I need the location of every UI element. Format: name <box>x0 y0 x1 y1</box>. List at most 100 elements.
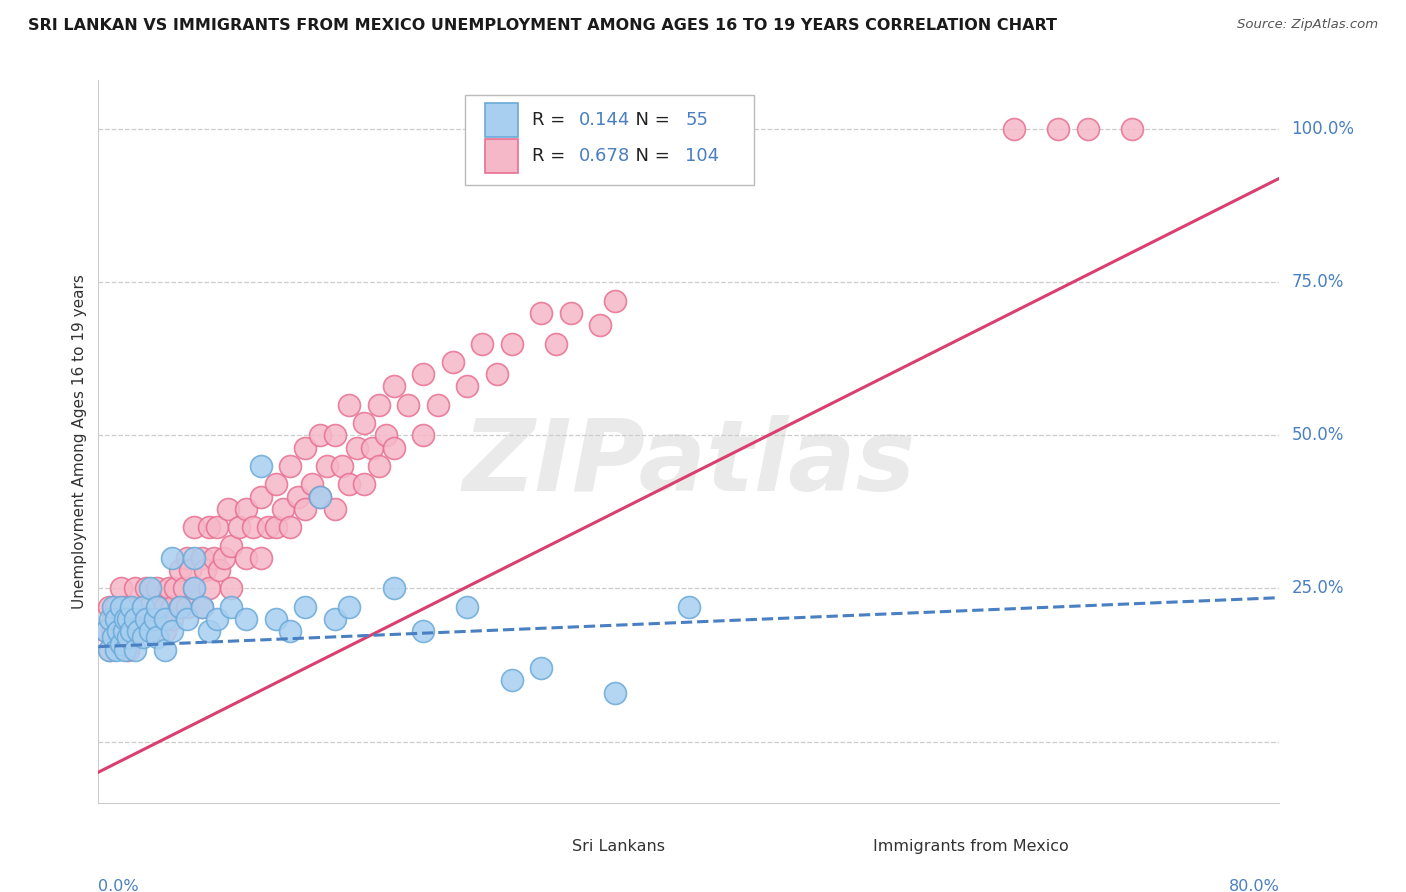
Point <box>235 550 257 565</box>
Point <box>110 612 132 626</box>
Point <box>169 599 191 614</box>
Point <box>301 477 323 491</box>
Point <box>280 458 302 473</box>
Point <box>191 599 214 614</box>
Point <box>120 624 142 639</box>
Point <box>139 599 162 614</box>
Point <box>105 612 128 626</box>
Point <box>124 582 146 596</box>
Point <box>143 612 166 626</box>
Point <box>97 642 120 657</box>
Point <box>1121 122 1143 136</box>
Point <box>139 624 162 639</box>
Point <box>94 624 117 639</box>
FancyBboxPatch shape <box>485 139 517 173</box>
Point <box>294 441 316 455</box>
Text: N =: N = <box>624 111 675 129</box>
Point <box>98 612 121 626</box>
Point <box>191 599 214 614</box>
Point <box>457 599 479 614</box>
Text: ZIPatlas: ZIPatlas <box>463 415 915 512</box>
Point <box>146 582 169 596</box>
Point <box>221 539 243 553</box>
Text: R =: R = <box>531 147 571 165</box>
Point <box>183 550 205 565</box>
Text: 0.144: 0.144 <box>579 111 630 129</box>
Text: 55: 55 <box>685 111 709 129</box>
Point <box>309 428 332 442</box>
Point <box>165 582 187 596</box>
Point <box>162 612 183 626</box>
Point <box>132 631 155 645</box>
Point <box>198 582 221 596</box>
Point <box>264 477 287 491</box>
Point <box>132 599 155 614</box>
Point <box>486 367 509 381</box>
Point <box>124 612 146 626</box>
Point <box>162 550 183 565</box>
Point <box>212 550 235 565</box>
Text: SRI LANKAN VS IMMIGRANTS FROM MEXICO UNEMPLOYMENT AMONG AGES 16 TO 19 YEARS CORR: SRI LANKAN VS IMMIGRANTS FROM MEXICO UNE… <box>28 18 1057 33</box>
Point <box>280 624 302 639</box>
Point <box>153 642 176 657</box>
Point <box>264 612 287 626</box>
Point <box>257 520 280 534</box>
Point <box>412 624 434 639</box>
Point <box>323 612 346 626</box>
Point <box>97 599 120 614</box>
Point <box>1077 122 1099 136</box>
Point <box>146 599 169 614</box>
Point <box>208 563 231 577</box>
Point <box>330 458 353 473</box>
Point <box>98 642 121 657</box>
Point <box>589 318 612 333</box>
Point <box>132 612 155 626</box>
Text: Source: ZipAtlas.com: Source: ZipAtlas.com <box>1237 18 1378 31</box>
Point <box>183 582 205 596</box>
Text: Sri Lankans: Sri Lankans <box>572 838 665 854</box>
Point <box>605 685 627 699</box>
Point <box>117 642 139 657</box>
Point <box>103 631 125 645</box>
Point <box>110 582 132 596</box>
Point <box>176 612 198 626</box>
Point <box>678 599 700 614</box>
Point <box>441 355 464 369</box>
Point <box>127 624 149 639</box>
Point <box>107 624 129 639</box>
Point <box>457 379 479 393</box>
Point <box>264 520 287 534</box>
Point <box>530 306 553 320</box>
Point <box>176 599 198 614</box>
Point <box>183 582 205 596</box>
Point <box>250 490 273 504</box>
Point <box>242 520 264 534</box>
Point <box>153 612 176 626</box>
Point <box>132 599 155 614</box>
Point <box>117 612 139 626</box>
Point <box>205 520 228 534</box>
Point <box>105 642 128 657</box>
Point <box>501 673 523 688</box>
Point <box>114 612 136 626</box>
Text: 104: 104 <box>685 147 720 165</box>
Point <box>221 582 243 596</box>
Point <box>346 441 368 455</box>
Point <box>120 599 142 614</box>
Point <box>398 398 420 412</box>
Point <box>117 612 139 626</box>
Point <box>1046 122 1070 136</box>
Point <box>191 550 214 565</box>
Point <box>135 582 157 596</box>
Point <box>157 582 180 596</box>
Point <box>146 599 169 614</box>
Point <box>560 306 582 320</box>
Point <box>471 336 494 351</box>
FancyBboxPatch shape <box>485 103 517 137</box>
Point <box>169 563 191 577</box>
Point <box>114 599 136 614</box>
Point <box>135 612 157 626</box>
Text: R =: R = <box>531 111 571 129</box>
Text: N =: N = <box>624 147 675 165</box>
Point <box>198 520 221 534</box>
